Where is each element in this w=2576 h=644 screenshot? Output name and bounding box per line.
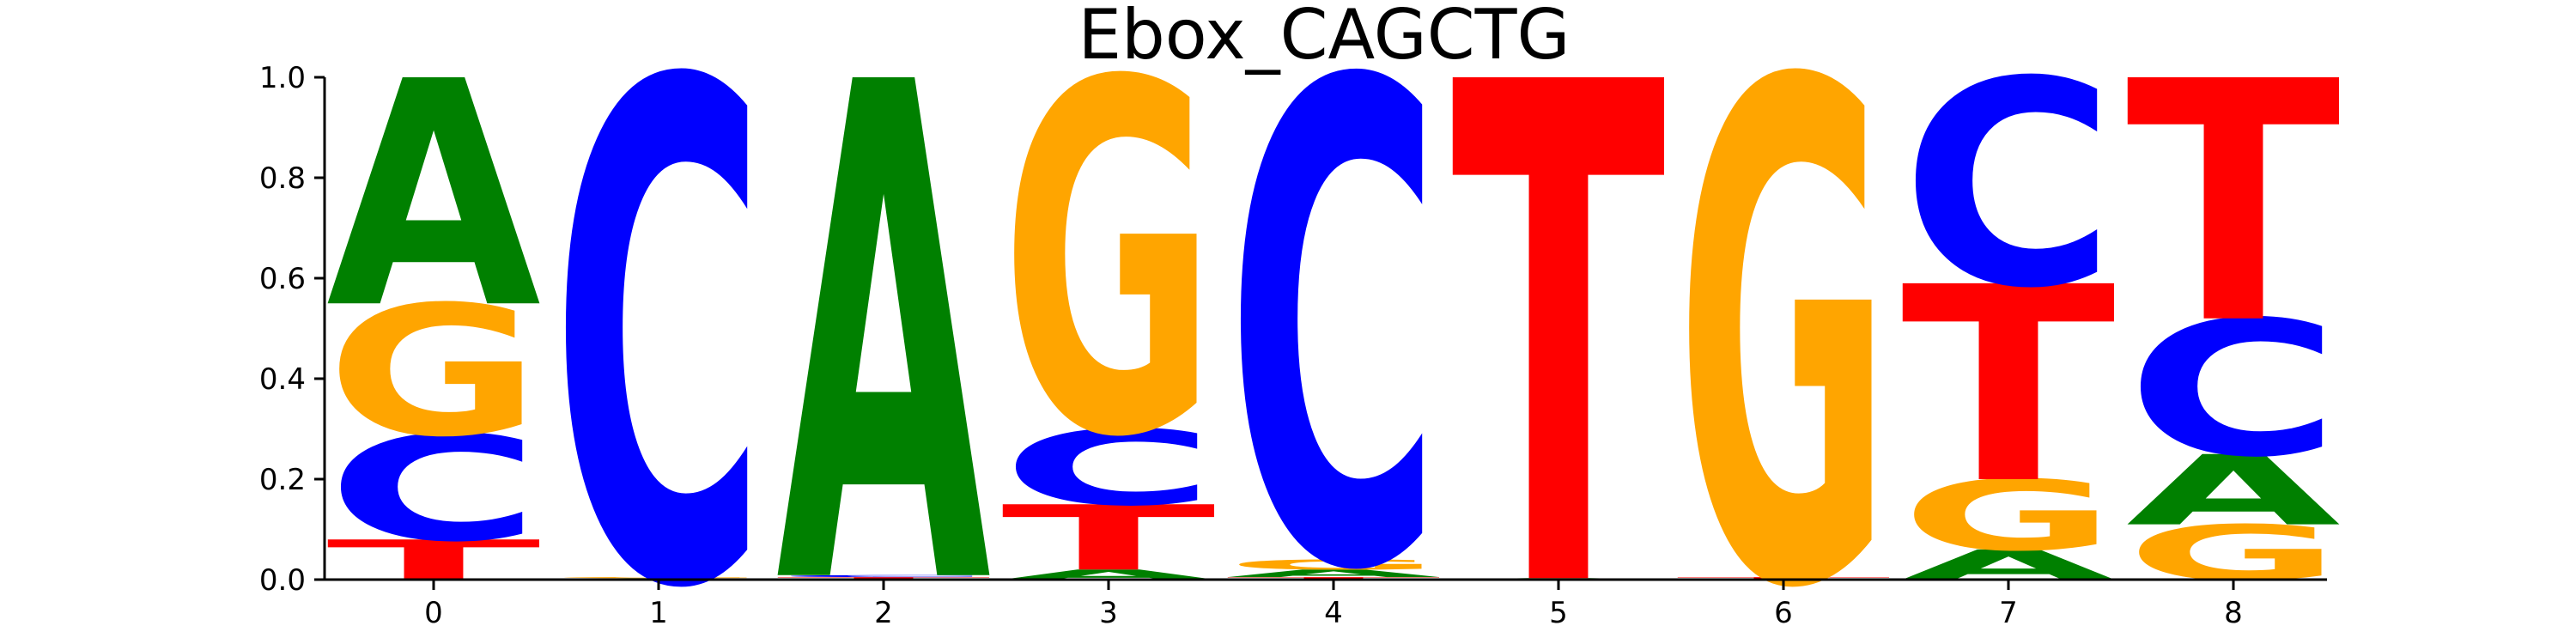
logo-letter-c: C [1226,0,1441,644]
x-ticks: 0 1 2 3 4 5 6 7 8 [424,580,2243,630]
logo-stacks: TCGAAGCTCAATCGTAGCATTGAGTCGACT [326,0,2342,644]
x-tick-label: 2 [874,596,893,630]
logo-letter-c: C [2126,282,2341,498]
logo-letter-c: C [551,0,766,644]
logo-letter-c: C [326,406,541,574]
y-tick-label: 1.0 [259,61,306,95]
logo-letter-g: G [326,268,541,477]
chart-title: Ebox_CAGCTG [1078,0,1570,75]
logo-letter-t: T [1001,487,1218,592]
logo-letter-g: G [1001,0,1216,544]
logo-letter-a: A [326,15,543,377]
x-tick-label: 3 [1099,596,1118,630]
y-tick-label: 0.2 [259,463,306,497]
logo-letter-g: G [551,577,766,579]
logo-letter-a: A [2126,435,2341,548]
x-tick-label: 1 [649,596,668,630]
logo-letter-c: C [1001,409,1216,529]
x-tick-label: 7 [1999,596,2018,630]
logo-letter-g: G [1226,556,1441,573]
x-tick-label: 4 [1324,596,1343,630]
logo-letter-g: G [1676,0,1891,644]
logo-letter-g: G [1901,460,2116,573]
logo-letter-a: A [776,0,993,644]
logo-letter-t: T [1901,231,2117,544]
x-tick-label: 8 [2224,596,2243,630]
x-tick-label: 5 [1549,596,1568,630]
y-ticks: 0.0 0.2 0.4 0.6 0.8 1.0 [259,61,325,598]
x-tick-label: 6 [1774,596,1793,630]
logo-letter-c: C [776,574,991,578]
x-tick-label: 0 [424,596,443,630]
logo-letter-c: C [1901,21,2116,349]
logo-letter-t: T [2126,11,2342,397]
y-tick-label: 0.4 [259,362,306,397]
logo-letter-a: A [1226,568,1441,580]
y-tick-label: 0.8 [259,161,306,196]
logo-letter-t: T [1451,0,1668,644]
y-tick-label: 0.6 [259,262,306,296]
y-tick-label: 0.0 [259,563,306,598]
